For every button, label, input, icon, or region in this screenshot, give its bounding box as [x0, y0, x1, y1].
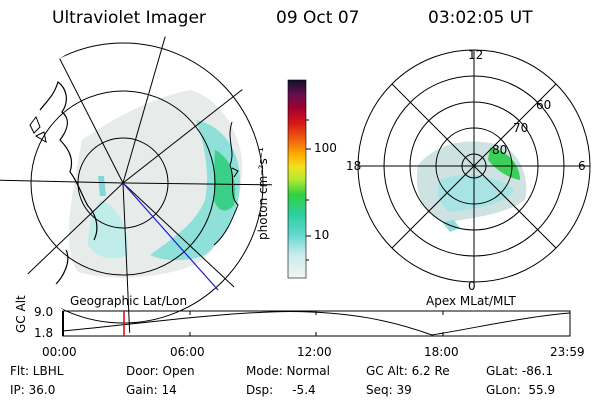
colorbar-tick-10: 10	[314, 228, 330, 242]
colorbar-unit-label: photon cm⁻²s⁻¹	[256, 147, 270, 240]
door-info: Door: Open	[126, 364, 195, 378]
geographic-panel-label: Geographic Lat/Lon	[70, 294, 188, 308]
timeline-xtick: 23:59	[550, 345, 585, 359]
colorbar-tick-100: 100	[314, 141, 337, 155]
colorbar	[287, 79, 307, 279]
mlt-label-6: 6	[578, 159, 586, 173]
timeline-xtick: 12:00	[297, 345, 332, 359]
timeline-ytick-bottom: 1.8	[34, 326, 54, 340]
lat-label-70: 70	[513, 121, 529, 135]
timeline-ylabel: GC Alt	[14, 295, 28, 333]
dsp-info: Dsp: -5.4	[246, 383, 316, 397]
glon-info: GLon: 55.9	[486, 383, 556, 397]
mlt-label-18: 18	[346, 159, 362, 173]
coastline	[213, 121, 239, 246]
glat-info: GLat: -86.1	[486, 364, 553, 378]
ip-info: IP: 36.0	[10, 383, 56, 397]
timeline-xtick: 18:00	[424, 345, 459, 359]
coastline	[39, 81, 98, 285]
gc-alt-info: GC Alt: 6.2 Re	[366, 364, 450, 378]
filter-info: Flt: LBHL	[10, 364, 64, 378]
date-label: 09 Oct 07	[276, 8, 360, 28]
mlt-label-12: 12	[468, 48, 484, 62]
gain-info: Gain: 14	[126, 383, 177, 397]
apex-polar-panel	[357, 49, 591, 283]
timeline-xtick: 06:00	[170, 345, 205, 359]
mode-info: Mode: Normal	[246, 364, 330, 378]
mlt-label-0: 0	[468, 279, 476, 293]
time-label: 03:02:05 UT	[428, 8, 533, 28]
sun-direction-line	[122, 182, 219, 291]
lat-label-80: 80	[492, 143, 508, 157]
apex-panel-label: Apex MLat/MLT	[426, 294, 516, 308]
lat-label-60: 60	[536, 98, 552, 112]
timeline-ytick-top: 9.0	[34, 305, 54, 319]
seq-info: Seq: 39	[366, 383, 412, 397]
altitude-curve	[62, 310, 571, 336]
timeline-xtick: 00:00	[42, 345, 77, 359]
instrument-title: Ultraviolet Imager	[52, 8, 206, 28]
